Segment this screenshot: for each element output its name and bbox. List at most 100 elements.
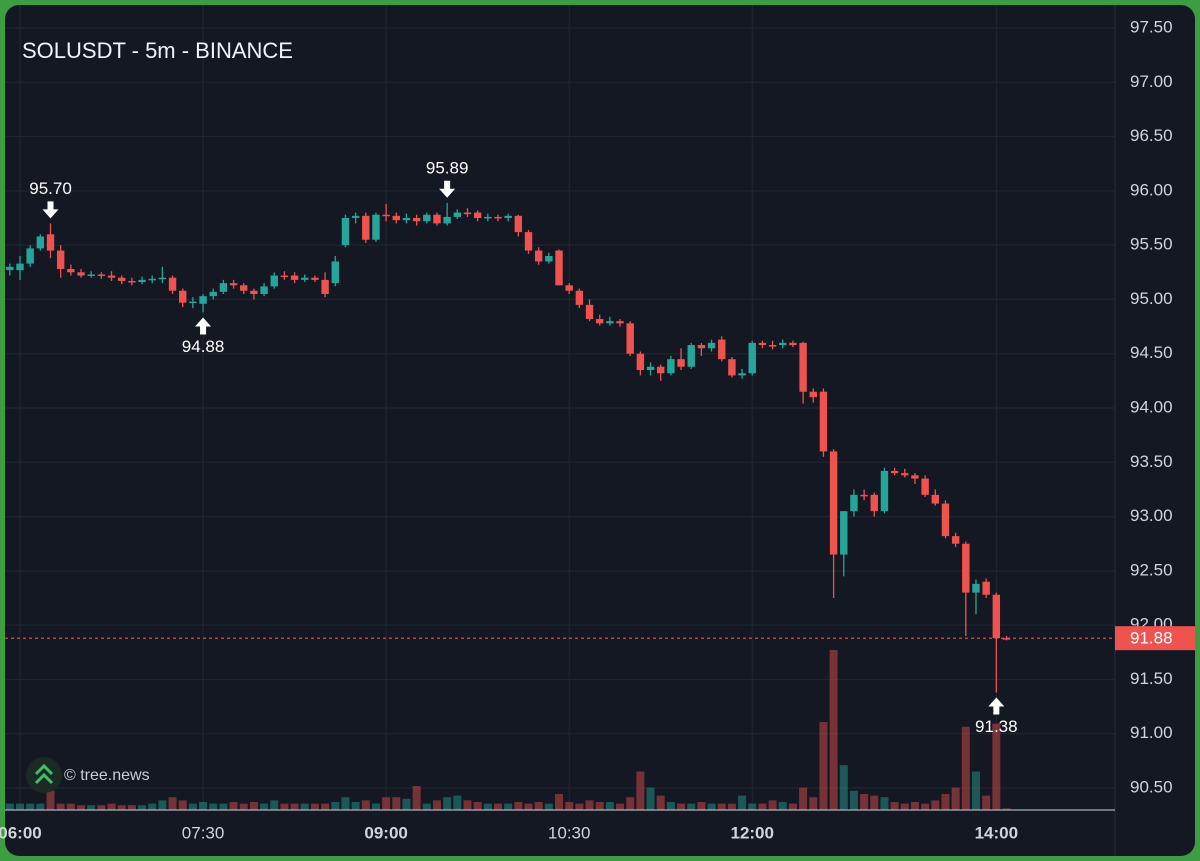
volume-bar [951,787,960,810]
volume-bar [168,797,177,810]
volume-bar [188,803,197,810]
candle-body [331,261,339,284]
candle-body [209,291,217,297]
candle-body [97,274,106,276]
annotation-label: 95.89 [426,158,469,177]
candle-body [179,290,187,303]
volume-bar [158,800,167,810]
chart-background [5,5,1195,856]
volume-bar [453,795,462,810]
candle-body [504,215,512,218]
candle-body [1002,638,1011,640]
candle-body [67,269,75,273]
candle-body [982,581,990,595]
volume-bar [5,803,14,810]
candle-body [524,232,533,251]
candle-body [290,275,299,280]
candle-body [280,275,289,278]
y-tick-label: 96.00 [1130,180,1173,199]
volume-bar [341,797,350,810]
volume-bar [900,803,909,810]
candle-body [911,475,919,479]
annotation-label: 95.70 [29,179,72,198]
volume-bar [697,802,706,810]
candle-body [819,391,828,452]
candle-body [606,321,614,324]
volume-bar [392,797,401,810]
candle-body [463,212,472,215]
y-tick-label: 95.00 [1130,289,1173,308]
volume-bar [117,805,126,810]
candle-body [36,236,45,249]
volume-bar [656,795,665,810]
watermark: © tree.news [64,767,150,784]
volume-bar [270,800,279,810]
x-tick-label: 07:30 [182,823,225,842]
candle-body [148,278,156,281]
volume-bar [422,803,431,810]
candle-body [636,353,645,370]
candle-body [890,470,899,474]
volume-bar [239,803,248,810]
y-tick-label: 91.50 [1130,669,1173,688]
volume-bar [56,803,65,810]
x-tick-label: 09:00 [364,823,407,842]
volume-bar [402,798,411,810]
candle-body [77,272,85,276]
candle-body [931,494,939,504]
volume-bar [382,797,391,810]
volume-bar [971,771,980,810]
candle-body [484,216,492,219]
candle-body [585,304,594,319]
volume-bar [555,794,564,810]
volume-bar [626,797,635,810]
volume-bar [524,803,533,810]
candle-body [250,290,258,294]
candle-body [382,214,390,217]
candle-body [260,286,268,294]
candle-body [972,583,980,593]
candle-body [372,214,380,240]
annotation-label: 91.38 [975,717,1018,736]
candle-body [789,342,797,346]
volume-bar [148,803,157,810]
volume-bar [595,802,604,810]
candle-body [962,543,970,593]
volume-bar [616,803,625,810]
candle-body [697,345,706,349]
volume-bar [443,797,452,810]
candle-body [138,279,146,283]
candle-body [677,359,685,367]
candle-body [301,277,309,280]
candle-body [657,366,665,374]
volume-bar [870,795,879,810]
volume-bar [921,803,930,810]
volume-bar [666,802,675,810]
candle-body [6,266,14,271]
y-tick-label: 91.00 [1130,723,1173,742]
candle-body [341,218,350,246]
volume-bar [504,803,513,810]
volume-bar [310,803,319,810]
candle-body [473,212,482,218]
axes: 90.5091.0091.5092.0092.5093.0093.5094.00… [0,17,1195,842]
chart-title: SOLUSDT - 5m - BINANCE [22,38,293,63]
candle-body [56,250,65,270]
candle-body [595,318,604,324]
volume-bar [565,802,574,810]
candle-body [626,323,634,354]
candle-body [229,283,238,286]
volume-bar [199,802,208,810]
annotation-label: 94.88 [182,337,225,356]
logo [26,757,62,793]
volume-bar [361,800,370,810]
volume-bar [77,805,86,810]
volume-bar [758,803,767,810]
volume-bar [961,726,970,810]
candle-body [646,366,655,370]
candle-body [799,342,807,392]
candle-body [860,494,868,497]
candle-body [107,275,116,278]
candle-body [880,470,889,512]
candle-body [514,215,523,233]
